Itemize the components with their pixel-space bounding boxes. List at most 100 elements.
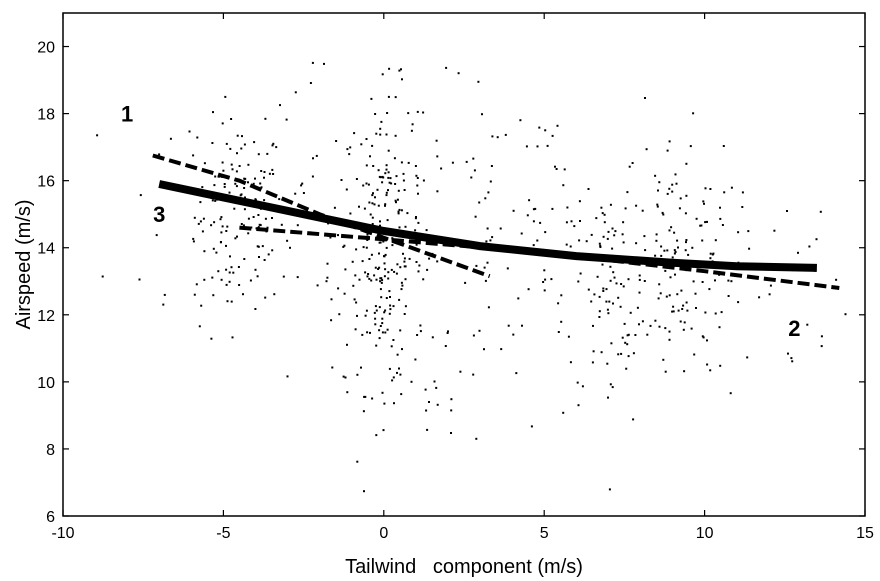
fit-line-3 [158, 180, 817, 272]
data-point [672, 305, 675, 308]
data-point [406, 212, 409, 215]
fit-lines [152, 153, 840, 290]
data-point [626, 334, 629, 337]
data-point [709, 188, 712, 190]
data-point [692, 280, 695, 283]
data-point [693, 353, 696, 356]
data-point [368, 258, 371, 260]
data-point [578, 200, 581, 203]
data-point [579, 272, 582, 275]
data-point [390, 182, 393, 185]
data-point [664, 269, 667, 272]
data-point [400, 209, 403, 212]
data-point [695, 307, 697, 309]
data-point [590, 233, 593, 236]
data-point [258, 256, 260, 258]
data-point [356, 314, 358, 317]
data-point [820, 335, 823, 338]
data-point [601, 263, 604, 266]
data-point [737, 231, 740, 234]
data-point [264, 117, 267, 120]
data-point [263, 176, 265, 179]
data-point [844, 313, 847, 316]
data-point [641, 320, 644, 323]
data-point [665, 295, 668, 298]
data-point [371, 202, 374, 205]
y-tick-label: 8 [46, 442, 55, 459]
data-point [478, 201, 481, 204]
data-point [331, 366, 334, 369]
data-point [606, 308, 609, 311]
data-point [385, 133, 388, 136]
data-point [371, 397, 374, 400]
data-point [377, 204, 380, 207]
data-point [323, 62, 325, 65]
data-point [244, 196, 246, 199]
data-point [646, 333, 649, 336]
data-point [360, 366, 362, 369]
data-point [163, 293, 166, 296]
data-point [507, 324, 510, 327]
data-point [478, 329, 481, 332]
data-point [674, 273, 676, 276]
data-point [719, 217, 722, 220]
data-point [214, 175, 217, 178]
data-point [392, 339, 395, 341]
data-point [435, 386, 438, 389]
data-point [422, 278, 425, 281]
data-point [215, 251, 218, 254]
data-point [212, 294, 215, 297]
data-point [394, 134, 397, 137]
data-point [587, 288, 590, 291]
data-point [714, 312, 717, 315]
data-point [155, 234, 158, 237]
data-point [300, 184, 303, 187]
data-point [680, 289, 683, 292]
line-annotation-3: 3 [153, 202, 165, 227]
data-point [489, 239, 492, 242]
data-point [602, 287, 605, 290]
data-point [271, 144, 274, 147]
data-point [411, 123, 414, 126]
data-point [585, 240, 588, 243]
data-point [247, 217, 250, 220]
data-point [484, 197, 487, 200]
data-point [234, 237, 237, 240]
data-point [393, 270, 396, 273]
data-point [815, 238, 818, 241]
data-point [611, 386, 614, 389]
data-point [351, 260, 354, 263]
data-point [169, 137, 172, 140]
data-point [415, 174, 418, 177]
data-point [381, 181, 384, 184]
data-point [496, 136, 499, 139]
data-point [768, 293, 771, 296]
data-point [385, 191, 388, 194]
data-point [431, 336, 434, 339]
data-point [655, 233, 658, 236]
data-point [365, 138, 368, 140]
data-point [373, 274, 376, 277]
data-point [225, 268, 228, 271]
data-point [384, 204, 386, 207]
data-point [450, 398, 453, 401]
y-tick-label: 18 [37, 107, 55, 124]
data-point [428, 257, 431, 260]
data-point [337, 287, 340, 290]
data-point [445, 66, 448, 69]
data-point [393, 402, 395, 405]
data-point [727, 279, 730, 282]
data-point [422, 179, 425, 182]
data-point [221, 122, 224, 125]
data-point [381, 391, 384, 394]
data-point [657, 297, 660, 300]
data-point [370, 279, 373, 282]
data-point [446, 332, 449, 334]
data-point [380, 120, 383, 123]
data-point [684, 212, 687, 215]
data-point [273, 293, 276, 296]
data-point [263, 171, 266, 173]
data-point [374, 266, 377, 269]
data-point [746, 356, 749, 359]
data-point [579, 220, 581, 222]
